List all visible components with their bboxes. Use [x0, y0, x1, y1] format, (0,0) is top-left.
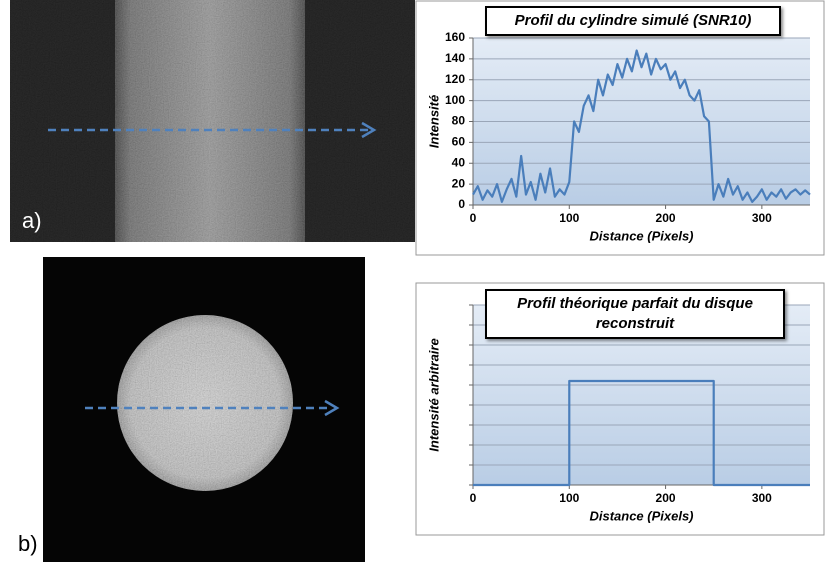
x-tick-label: 200: [656, 211, 676, 225]
x-tick-label: 0: [470, 491, 477, 505]
data-line: [473, 379, 810, 487]
y-axis-label: Intensité arbitraire: [426, 338, 441, 451]
x-tick-label: 100: [559, 491, 579, 505]
y-tick-label: 40: [452, 155, 466, 169]
y-tick-label: 100: [445, 93, 465, 107]
y-tick-label: 20: [452, 176, 466, 190]
x-tick-label: 100: [559, 211, 579, 225]
cylinder-noise: [115, 0, 305, 242]
panel-label: b): [18, 531, 38, 556]
x-axis-label: Distance (Pixels): [589, 508, 693, 523]
data-line: [472, 49, 811, 203]
image-cylinder: [10, 0, 415, 242]
x-tick-label: 300: [752, 211, 772, 225]
y-tick-label: 0: [458, 197, 465, 211]
y-axis-label: Intensité: [426, 95, 441, 148]
arrow-head: [361, 121, 377, 139]
x-tick-label: 0: [470, 211, 477, 225]
y-tick-label: 160: [445, 30, 465, 44]
x-tick-label: 200: [656, 491, 676, 505]
arrow-head: [324, 399, 340, 417]
y-tick-label: 60: [452, 135, 466, 149]
y-tick-label: 80: [452, 114, 466, 128]
y-tick-label: 120: [445, 72, 465, 86]
x-axis-label: Distance (Pixels): [589, 228, 693, 243]
x-tick-label: 300: [752, 491, 772, 505]
y-tick-label: 140: [445, 51, 465, 65]
disk-noise: [117, 315, 293, 491]
panel-label: a): [22, 208, 42, 233]
chart-title: Profil du cylindre simulé (SNR10): [485, 6, 781, 36]
image-disk: [43, 257, 365, 562]
chart-title: Profil théorique parfait du disque recon…: [485, 289, 785, 339]
